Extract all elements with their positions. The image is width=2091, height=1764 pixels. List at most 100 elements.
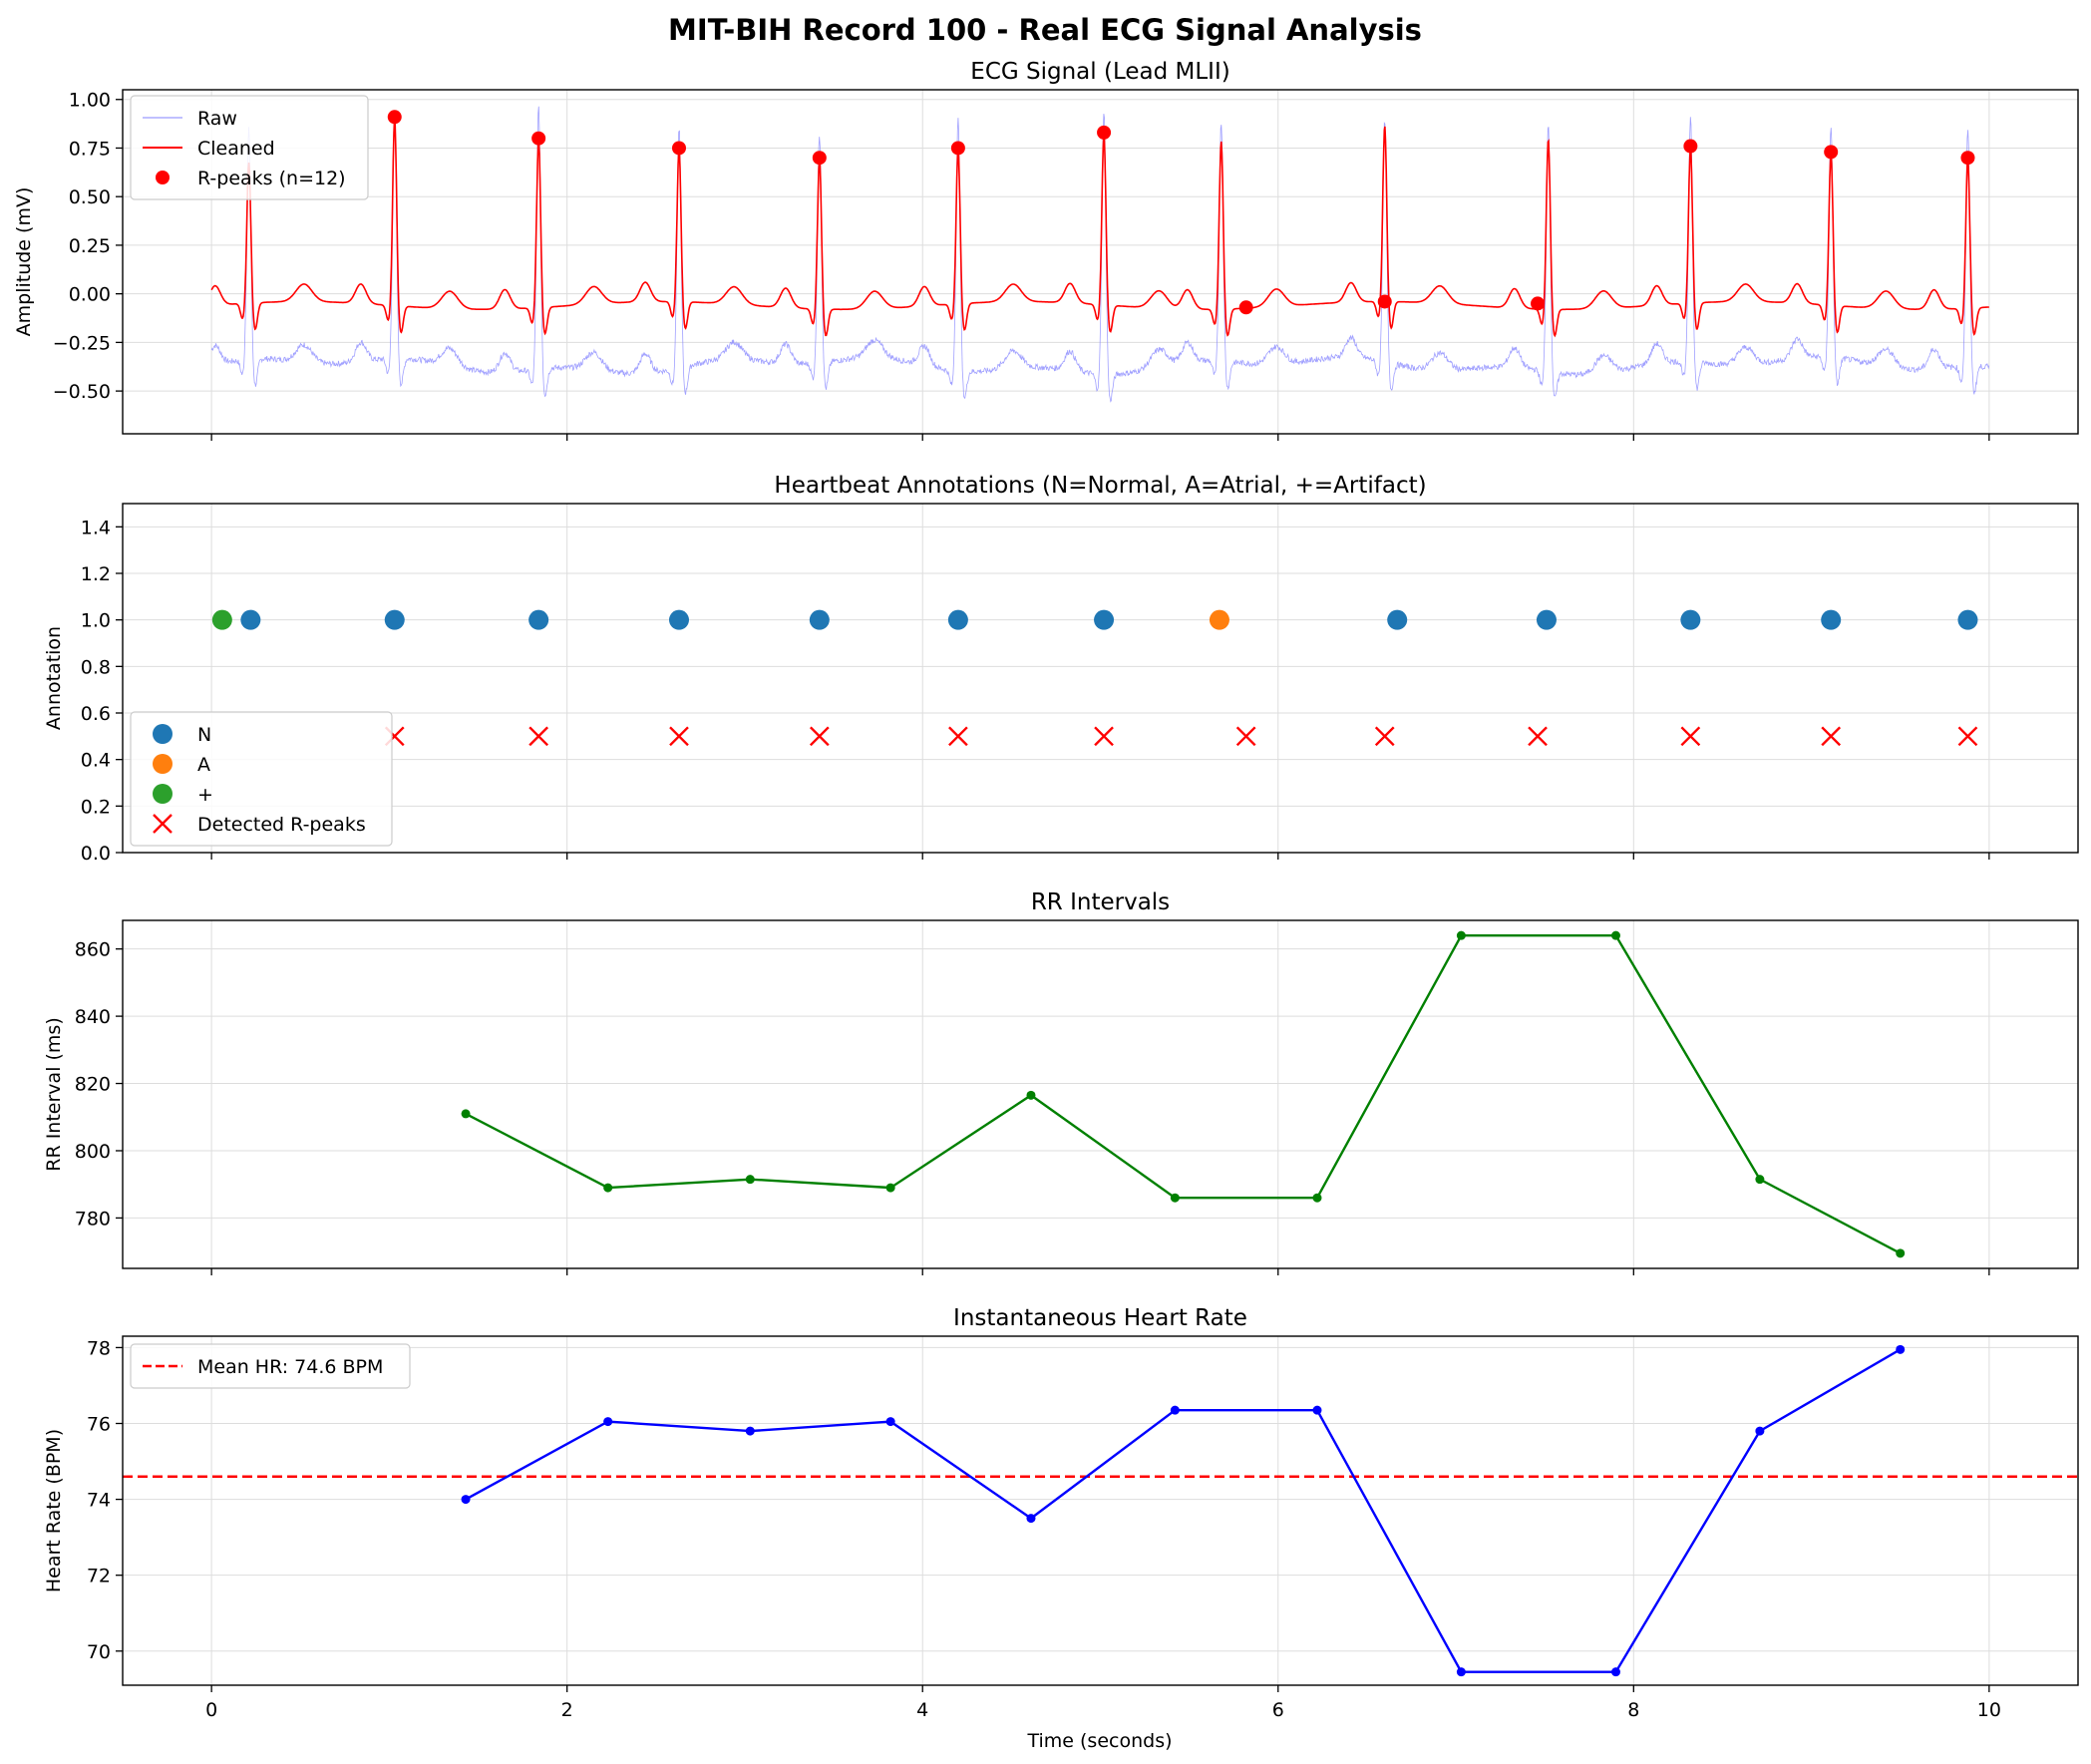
r-peak-point bbox=[950, 141, 965, 156]
r-peak-point bbox=[1531, 296, 1546, 311]
y-tick-label: 0.4 bbox=[81, 750, 111, 772]
y-axis-label: Amplitude (mV) bbox=[13, 187, 35, 337]
detected-r-peak-marker bbox=[1528, 726, 1548, 747]
rr-interval-line bbox=[465, 933, 1902, 1254]
heart-rate-point bbox=[745, 1426, 755, 1436]
panel-title: RR Intervals bbox=[1031, 889, 1170, 915]
y-tick-label: 74 bbox=[87, 1490, 111, 1512]
normal-annotation-point bbox=[668, 609, 689, 630]
rr-interval-point bbox=[461, 1109, 471, 1119]
y-axis-label: Annotation bbox=[43, 626, 65, 730]
normal-annotation-point bbox=[384, 609, 405, 630]
rr-intervals-panel: 780 800 820 840 860 RR Intervals RR Interval (… bbox=[43, 889, 2079, 1275]
y-tick-label: 1.00 bbox=[69, 90, 111, 112]
x-tick-label: 0 bbox=[205, 1699, 217, 1721]
normal-annotation-point bbox=[1387, 609, 1408, 630]
y-tick-label: −0.50 bbox=[53, 381, 111, 403]
normal-annotation-point bbox=[528, 609, 549, 630]
y-tick-label: 1.4 bbox=[81, 517, 111, 538]
y-tick-label: 0.2 bbox=[81, 796, 111, 818]
rr-interval-point bbox=[745, 1175, 755, 1185]
legend-label: R-peaks (n=12) bbox=[197, 168, 346, 189]
panel-title: Heartbeat Annotations (N=Normal, A=Atria… bbox=[774, 473, 1426, 499]
r-peak-point bbox=[671, 141, 686, 156]
y-tick-label: 0.75 bbox=[69, 138, 111, 160]
normal-annotation-point bbox=[809, 609, 830, 630]
r-peak-point bbox=[387, 110, 402, 125]
artifact-annotation-point bbox=[211, 609, 232, 630]
y-tick-label: 70 bbox=[87, 1641, 111, 1663]
heart-rate-panel: 70 72 74 76 78 0 2 4 6 8 10 Instantaneous Heart Rat… bbox=[43, 1305, 2079, 1721]
plot-frame bbox=[122, 919, 2079, 1269]
y-tick-label: 0.8 bbox=[81, 656, 111, 678]
heart-rate-point bbox=[603, 1417, 613, 1427]
heart-rate-point bbox=[1755, 1426, 1765, 1436]
legend-detected-swatch bbox=[153, 814, 173, 834]
plot-frame bbox=[122, 1335, 2079, 1686]
legend-n-swatch bbox=[153, 724, 173, 744]
heart-rate-point bbox=[1312, 1405, 1322, 1415]
legend-box bbox=[130, 1343, 411, 1389]
legend-label: A bbox=[197, 754, 210, 776]
heart-rate-point bbox=[1610, 1667, 1620, 1677]
r-peak-point bbox=[531, 131, 546, 146]
r-peak-point bbox=[1097, 125, 1112, 140]
x-tick-label: 8 bbox=[1627, 1699, 1639, 1721]
normal-annotation-point bbox=[1680, 609, 1701, 630]
panel-title: Instantaneous Heart Rate bbox=[953, 1305, 1247, 1331]
cleaned-signal-line bbox=[210, 118, 1989, 338]
y-tick-label: 840 bbox=[75, 1006, 111, 1028]
detected-r-peak-marker bbox=[1957, 726, 1978, 747]
y-tick-label: 780 bbox=[75, 1208, 111, 1230]
normal-annotation-point bbox=[947, 609, 968, 630]
rr-interval-point bbox=[1312, 1193, 1322, 1203]
heart-rate-line bbox=[465, 1348, 1902, 1673]
y-tick-label: 860 bbox=[75, 939, 111, 961]
y-axis-label: Heart Rate (BPM) bbox=[43, 1429, 65, 1592]
x-tick-label: 4 bbox=[916, 1699, 928, 1721]
y-tick-label: 0.00 bbox=[69, 284, 111, 306]
plot-frame bbox=[122, 89, 2079, 435]
legend-rpeak-swatch bbox=[156, 171, 170, 184]
normal-annotation-point bbox=[1536, 609, 1557, 630]
detected-r-peak-marker bbox=[669, 726, 689, 747]
plot-frame bbox=[122, 503, 2079, 854]
rr-interval-point bbox=[1026, 1090, 1036, 1100]
r-peak-point bbox=[1683, 139, 1698, 154]
atrial-annotation-point bbox=[1209, 609, 1229, 630]
detected-r-peak-marker bbox=[1094, 726, 1114, 747]
r-peak-point bbox=[812, 151, 827, 166]
legend-label: + bbox=[197, 784, 213, 806]
heart-rate-point bbox=[1026, 1514, 1036, 1524]
normal-annotation-point bbox=[1821, 609, 1842, 630]
y-tick-label: −0.25 bbox=[53, 332, 111, 354]
normal-annotation-point bbox=[240, 609, 261, 630]
heart-rate-point bbox=[461, 1495, 471, 1505]
rr-interval-point bbox=[885, 1183, 895, 1193]
heart-rate-point bbox=[1896, 1344, 1906, 1354]
heart-rate-point bbox=[885, 1417, 895, 1427]
detected-r-peak-marker bbox=[1680, 726, 1701, 747]
heart-rate-point bbox=[1456, 1667, 1466, 1677]
rr-interval-point bbox=[1755, 1175, 1765, 1185]
annotations-panel: 0.0 0.2 0.4 0.6 0.8 1.0 1.2 1.4 Heartbeat Annota… bbox=[43, 473, 2079, 865]
legend-label: Raw bbox=[197, 108, 237, 130]
ecg-signal-panel: −0.50 −0.25 0.00 0.25 0.50 0.75 1.00 ECG Signal… bbox=[13, 59, 2079, 441]
y-tick-label: 76 bbox=[87, 1414, 111, 1436]
y-tick-label: 1.2 bbox=[81, 563, 111, 585]
y-tick-label: 0.0 bbox=[81, 843, 111, 865]
r-peak-point bbox=[1824, 145, 1839, 160]
legend-label: Detected R-peaks bbox=[197, 814, 366, 836]
r-peak-point bbox=[1238, 300, 1253, 315]
legend-box bbox=[130, 95, 369, 200]
legend-label: N bbox=[197, 724, 211, 746]
y-tick-label: 0.6 bbox=[81, 703, 111, 725]
y-tick-label: 1.0 bbox=[81, 610, 111, 632]
detected-r-peak-marker bbox=[528, 726, 549, 747]
r-peak-point bbox=[1377, 294, 1392, 309]
normal-annotation-point bbox=[1957, 609, 1978, 630]
detected-r-peak-marker bbox=[1235, 726, 1256, 747]
y-tick-label: 820 bbox=[75, 1074, 111, 1096]
detected-r-peak-marker bbox=[1374, 726, 1395, 747]
rr-interval-point bbox=[1456, 930, 1466, 940]
